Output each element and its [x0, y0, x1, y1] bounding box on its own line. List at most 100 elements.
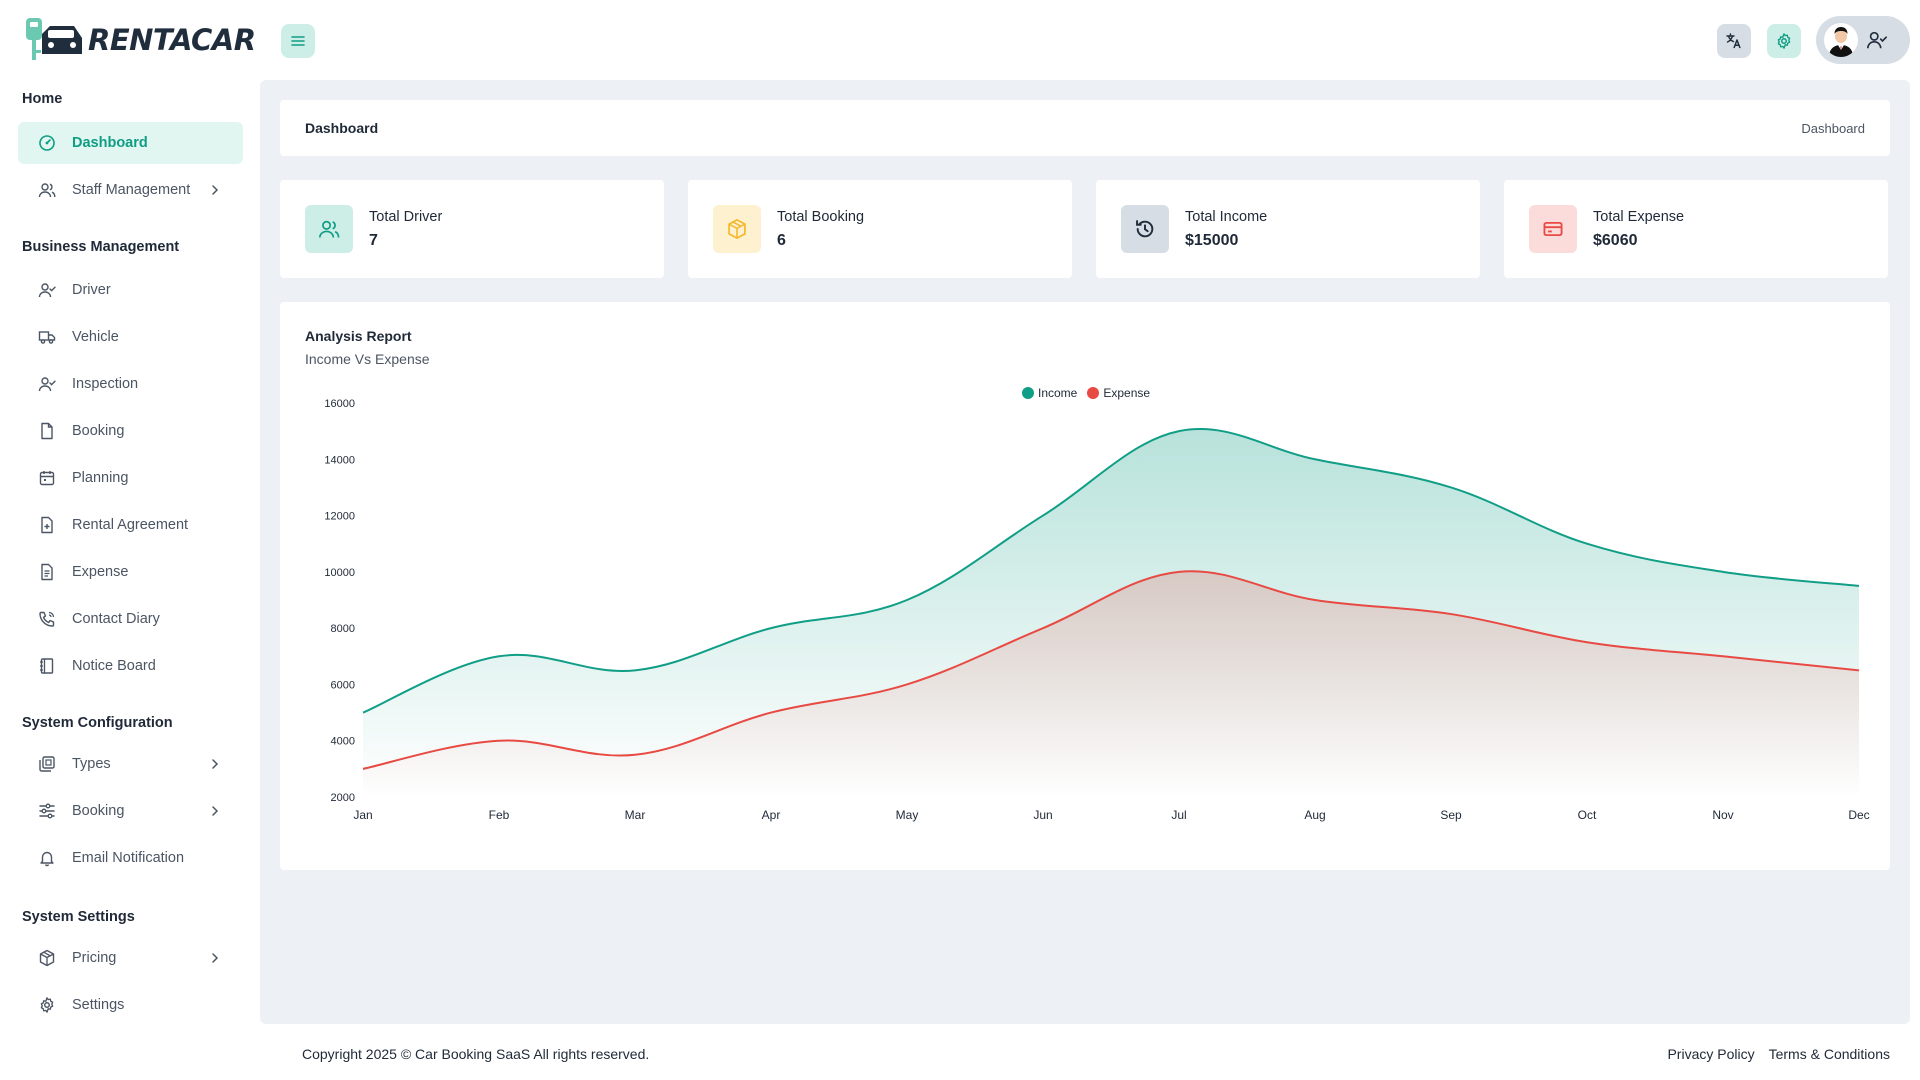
sidebar-item-label: Settings	[72, 997, 125, 1013]
stat-label: Total Income	[1185, 209, 1268, 225]
y-tick-label: 16000	[324, 398, 355, 410]
x-tick-label: Dec	[1848, 808, 1869, 822]
users-icon	[305, 205, 353, 253]
sidebar-item-label: Rental Agreement	[72, 517, 189, 533]
chart-subtitle: Income Vs Expense	[305, 351, 430, 367]
sidebar-item-label: Expense	[72, 564, 129, 580]
section-title-home: Home	[22, 91, 63, 107]
avatar	[1824, 23, 1858, 57]
sidebar-item-label: Notice Board	[72, 658, 156, 674]
privacy-policy-link[interactable]: Privacy Policy	[1667, 1046, 1755, 1062]
x-tick-label: Apr	[762, 808, 781, 822]
sidebar-item-dashboard[interactable]: Dashboard	[18, 122, 243, 164]
breadcrumb: Dashboard Dashboard	[280, 100, 1890, 156]
x-tick-label: Feb	[489, 808, 510, 822]
x-tick-label: Oct	[1578, 808, 1597, 822]
legend-marker	[1022, 387, 1034, 399]
line-income[interactable]	[362, 427, 1860, 714]
settings-button[interactable]	[1767, 24, 1801, 58]
hamburger-icon	[291, 36, 305, 46]
x-tick-label: Jun	[1033, 808, 1052, 822]
income-expense-chart: 2000 4000 6000 8000 10000 12000 14000 16000 Jan F…	[324, 398, 1869, 822]
legend-label: Income	[1038, 386, 1078, 400]
stat-value: 6	[777, 232, 786, 249]
sidebar-item-settings[interactable]: Settings	[18, 984, 243, 1026]
sidebar-item-booking[interactable]: Booking	[18, 410, 243, 452]
analysis-report-card: Analysis Report Income Vs Expense Income…	[280, 302, 1890, 870]
section-title-system-configuration: System Configuration	[22, 715, 173, 731]
gear-icon	[1777, 33, 1791, 49]
x-tick-label: Mar	[625, 808, 646, 822]
legend-item-expense[interactable]: Expense	[1087, 386, 1150, 400]
chart-legend: Income Expense	[1022, 386, 1150, 400]
legend-item-income[interactable]: Income	[1022, 386, 1077, 400]
user-check-icon	[1867, 31, 1887, 49]
sidebar-item-pricing[interactable]: Pricing	[18, 937, 243, 979]
sidebar-item-vehicle[interactable]: Vehicle	[18, 316, 243, 358]
x-tick-label: Nov	[1712, 808, 1733, 822]
line-expense[interactable]	[362, 570, 1860, 770]
sidebar-item-label: Dashboard	[72, 135, 148, 151]
brand-logo[interactable]: RENTACAR	[24, 12, 256, 68]
sidebar-item-label: Staff Management	[72, 182, 191, 198]
sidebar-item-driver[interactable]: Driver	[18, 269, 243, 311]
language-button[interactable]	[1717, 24, 1751, 58]
stat-card-total-expense: Total Expense $6060	[1504, 180, 1888, 278]
user-menu[interactable]	[1816, 16, 1910, 64]
layers-icon	[38, 755, 56, 773]
user-check-icon	[38, 281, 56, 299]
menu-toggle-button[interactable]	[281, 24, 315, 58]
legend-marker	[1087, 387, 1100, 399]
sidebar-item-contact-diary[interactable]: Contact Diary	[18, 598, 243, 640]
users-icon	[38, 181, 56, 199]
stat-card-total-booking: Total Booking 6	[688, 180, 1072, 278]
user-check-icon	[38, 375, 56, 393]
y-tick-label: 12000	[324, 511, 355, 523]
x-tick-label: Sep	[1440, 808, 1462, 822]
chevron-right-icon	[212, 953, 219, 963]
sidebar-item-label: Inspection	[72, 376, 139, 392]
sidebar-item-planning[interactable]: Planning	[18, 457, 243, 499]
sidebar-item-label: Planning	[72, 470, 129, 486]
y-tick-label: 8000	[331, 623, 355, 635]
phone-icon	[38, 610, 56, 628]
stat-value: $15000	[1185, 232, 1239, 249]
breadcrumb-current[interactable]: Dashboard	[1801, 121, 1865, 136]
main-content: Dashboard Dashboard Total Driver 7 Total…	[260, 80, 1910, 1024]
file-text-icon	[38, 563, 56, 581]
y-tick-label: 6000	[331, 679, 355, 691]
sidebar-item-email-notification[interactable]: Email Notification	[18, 837, 243, 879]
y-tick-label: 4000	[331, 736, 355, 748]
credit-card-icon	[1529, 205, 1577, 253]
sidebar-item-expense[interactable]: Expense	[18, 551, 243, 593]
sidebar-item-label: Driver	[72, 282, 111, 298]
bell-icon	[38, 849, 56, 867]
sliders-icon	[38, 802, 56, 820]
chart-title: Analysis Report	[305, 328, 412, 344]
sidebar-item-rental-agreement[interactable]: Rental Agreement	[18, 504, 243, 546]
chevron-right-icon	[212, 185, 219, 195]
sidebar-item-label: Booking	[72, 803, 125, 819]
footer-links: Privacy Policy Terms & Conditions	[1667, 1046, 1890, 1062]
terms-conditions-link[interactable]: Terms & Conditions	[1768, 1046, 1890, 1062]
file-icon	[38, 422, 56, 440]
stat-label: Total Booking	[777, 209, 865, 225]
sidebar-item-label: Email Notification	[72, 850, 185, 866]
stat-label: Total Driver	[369, 209, 443, 225]
area-expense	[363, 571, 1859, 797]
sidebar-item-booking-config[interactable]: Booking	[18, 790, 243, 832]
x-tick-label: Aug	[1304, 808, 1325, 822]
x-tick-label: Jul	[1171, 808, 1186, 822]
sidebar-item-staff-management[interactable]: Staff Management	[18, 169, 243, 211]
sidebar-item-types[interactable]: Types	[18, 743, 243, 785]
brand-name: RENTACAR	[88, 23, 256, 57]
sidebar-item-inspection[interactable]: Inspection	[18, 363, 243, 405]
sidebar-item-label: Contact Diary	[72, 611, 160, 627]
sidebar-item-notice-board[interactable]: Notice Board	[18, 645, 243, 687]
section-title-system-settings: System Settings	[22, 909, 135, 925]
sidebar-item-label: Vehicle	[72, 329, 119, 345]
x-tick-label: May	[896, 808, 919, 822]
y-tick-label: 10000	[324, 567, 355, 579]
history-icon	[1121, 205, 1169, 253]
footer-copyright: Copyright 2025 © Car Booking SaaS All ri…	[302, 1046, 650, 1062]
